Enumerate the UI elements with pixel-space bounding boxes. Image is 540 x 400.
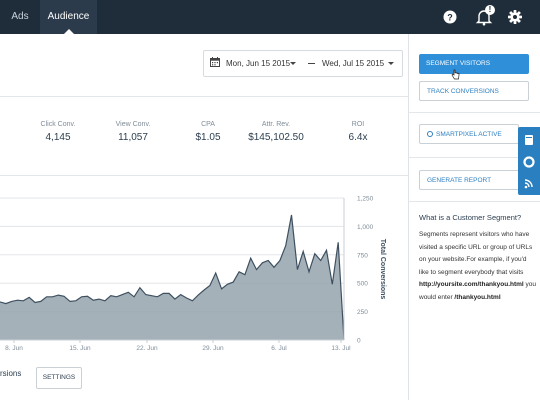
x-tick-label: 29. Jun — [202, 345, 224, 352]
metric-label: View Conv. — [115, 121, 151, 128]
smartpixel-active-button[interactable]: SMARTPIXEL ACTIVE — [419, 124, 519, 144]
rss-icon[interactable] — [518, 173, 540, 195]
date-range-picker[interactable]: Mon, Jun 15 2015 Wed, Jul 15 2015 — [203, 50, 403, 77]
segment-visitors-button[interactable]: SEGMENT VISITORS — [419, 54, 529, 74]
help-mid: you would enter — [419, 281, 537, 301]
start-date-chevron-down-icon[interactable] — [290, 62, 296, 65]
metric-roi: ROI 6.4x — [318, 121, 398, 143]
notifications-icon[interactable]: ! — [474, 5, 495, 27]
y-axis-title: Total Conversions — [379, 239, 386, 300]
metric-value: $1.05 — [195, 132, 221, 143]
book-icon[interactable] — [518, 129, 540, 151]
series-line — [0, 214, 345, 341]
sidebar-divider-2 — [408, 157, 540, 158]
smartpixel-label: SMARTPIXEL ACTIVE — [436, 131, 502, 138]
x-tick-label: 6. Jul — [271, 345, 287, 352]
metric-value: 11,057 — [118, 132, 148, 143]
sidebar-divider-1 — [408, 112, 540, 113]
tab-audience-label: Audience — [47, 11, 90, 22]
x-tick-label: 22. Jun — [136, 345, 158, 352]
metric-label: Attr. Rev. — [261, 121, 291, 128]
settings-icon[interactable] — [505, 7, 525, 27]
x-tick-label: 15. Jun — [69, 345, 91, 352]
top-nav-bar: Ads Audience ? ! — [0, 0, 540, 34]
generate-report-button[interactable]: GENERATE REPORT — [419, 170, 529, 190]
chart-legend-label[interactable]: rsions — [0, 369, 22, 378]
track-conversions-button[interactable]: TRACK CONVERSIONS — [419, 81, 529, 101]
settings-button[interactable]: SETTINGS — [36, 367, 82, 389]
y-tick-label: 500 — [357, 281, 368, 288]
notification-badge: ! — [485, 5, 495, 15]
tab-audience[interactable]: Audience — [40, 0, 97, 34]
end-date[interactable]: Wed, Jul 15 2015 — [322, 59, 385, 68]
date-range-separator — [308, 63, 315, 64]
x-tick-label: 8. Jun — [5, 345, 23, 352]
metric-label: CPA — [201, 121, 215, 128]
y-tick-label: 1,000 — [357, 224, 374, 231]
y-tick-label: 750 — [357, 252, 368, 259]
x-tick-label: 13. Jul — [331, 345, 351, 352]
svg-text:?: ? — [447, 13, 453, 23]
sidebar-divider-3 — [408, 201, 540, 202]
y-tick-label: 1,250 — [357, 196, 374, 203]
tab-ads[interactable]: Ads — [11, 11, 29, 22]
conversions-chart: 0 250 500 750 1,000 1,250 8. Jun 15. Jun 22. Jun… — [0, 196, 386, 352]
metric-cpa: CPA $1.05 — [168, 121, 248, 143]
hand-cursor-icon — [451, 69, 460, 80]
help-title: What is a Customer Segment? — [419, 213, 522, 222]
pixel-status-icon — [427, 131, 433, 137]
floating-side-tabs — [518, 127, 540, 195]
area-series — [0, 215, 344, 340]
metric-attr-rev: Attr. Rev. $145,102.50 — [236, 121, 316, 143]
help-text: Segments represent visitors who have vis… — [419, 229, 537, 304]
y-tick-label: 0 — [357, 338, 361, 345]
metric-label: ROI — [351, 121, 365, 128]
end-date-chevron-down-icon[interactable] — [388, 62, 394, 65]
metric-view-conv: View Conv. 11,057 — [93, 121, 173, 143]
divider-top — [0, 96, 408, 97]
lifebuoy-icon[interactable] — [518, 151, 540, 173]
active-tab-indicator — [63, 29, 74, 34]
metric-click-conv: Click Conv. 4,145 — [18, 121, 98, 143]
y-tick-label: 250 — [357, 309, 368, 316]
metric-label: Click Conv. — [40, 121, 76, 128]
help-path: /thankyou.html — [454, 293, 501, 301]
calendar-icon — [210, 57, 220, 67]
metric-value: $145,102.50 — [248, 132, 304, 143]
help-url: http://yoursite.com/thankyou.html — [419, 281, 524, 288]
help-icon[interactable]: ? — [440, 7, 460, 27]
metric-value: 6.4x — [348, 132, 368, 143]
metric-value: 4,145 — [45, 132, 71, 143]
start-date[interactable]: Mon, Jun 15 2015 — [226, 59, 291, 68]
divider-metrics — [0, 175, 408, 176]
help-body: Segments represent visitors who have vis… — [419, 231, 533, 276]
